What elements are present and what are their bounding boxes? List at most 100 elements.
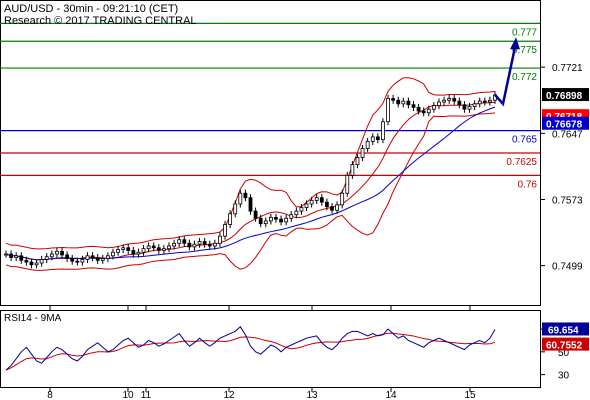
candle-body xyxy=(330,206,334,211)
candle-body xyxy=(258,217,263,225)
rsi-value-label: 69.654 xyxy=(548,325,579,336)
time-tick-label: 10 xyxy=(122,390,134,400)
candle-body xyxy=(299,207,304,212)
candle-body xyxy=(24,259,29,263)
price-tick-label: 0.7499 xyxy=(552,262,583,273)
candle-body xyxy=(121,247,126,250)
rsi-series xyxy=(5,326,496,371)
price-tick-label: 0.7573 xyxy=(552,195,583,206)
candle-body xyxy=(100,258,105,261)
time-tick-label: 12 xyxy=(223,390,235,400)
candle-body xyxy=(60,250,64,256)
forecast-path xyxy=(494,46,517,107)
candlesticks xyxy=(4,91,497,269)
lower-band xyxy=(5,112,496,271)
candle-body xyxy=(90,255,95,259)
candle-body xyxy=(44,256,49,260)
candle-body xyxy=(29,261,34,266)
candle-body xyxy=(304,203,309,208)
upper-band xyxy=(5,77,496,250)
candle-body xyxy=(401,100,406,105)
candle-body xyxy=(284,217,289,223)
rsi-value-box xyxy=(542,322,589,336)
level-label: 0.777 xyxy=(512,27,537,38)
candle-body xyxy=(447,98,452,101)
price-marker-label: 0.76898 xyxy=(546,91,583,102)
rsi-ma-value-box xyxy=(542,337,589,351)
candle-body xyxy=(162,248,166,251)
candle-body xyxy=(345,174,350,194)
candle-body xyxy=(442,99,446,103)
candle-body xyxy=(462,104,467,110)
forecast-arrow xyxy=(494,37,520,107)
candle-body xyxy=(182,239,187,244)
candle-body xyxy=(9,253,13,259)
rsi-line xyxy=(5,326,496,371)
candle-body xyxy=(49,253,54,258)
candle-body xyxy=(39,258,44,264)
candle-body xyxy=(350,164,355,176)
rsi-moving-average xyxy=(5,332,496,371)
time-tick-label: 11 xyxy=(141,390,152,400)
time-tick-label: 14 xyxy=(385,390,397,400)
candle-body xyxy=(75,260,80,263)
copyright-line: Research © 2017 TRADING CENTRAL xyxy=(4,15,197,27)
candle-body xyxy=(482,100,487,103)
candle-body xyxy=(192,243,197,248)
candle-body xyxy=(136,251,141,255)
candle-body xyxy=(95,257,100,261)
level-label: 0.7625 xyxy=(506,157,537,168)
rsi-tick-label: 50 xyxy=(558,348,570,359)
candle-body xyxy=(488,99,492,103)
candle-body xyxy=(218,235,222,244)
candle-body xyxy=(19,255,24,261)
candle-body xyxy=(212,242,217,247)
time-tick-label: 15 xyxy=(464,390,476,400)
candle-body xyxy=(268,216,273,222)
price-marker-box xyxy=(542,88,589,102)
candle-body xyxy=(416,107,421,112)
level-label: 0.775 xyxy=(512,45,537,56)
candle-body xyxy=(85,255,90,260)
candle-body xyxy=(381,121,385,140)
candle-body xyxy=(177,239,182,244)
time-axis: 8 10 11 12 13 14 15 xyxy=(47,305,476,400)
candle-body xyxy=(156,247,161,251)
candle-body xyxy=(202,241,207,245)
candle-body xyxy=(243,192,248,199)
candle-body xyxy=(431,105,436,110)
candle-body xyxy=(365,140,370,149)
candle-body xyxy=(223,224,227,237)
candle-body xyxy=(279,218,283,223)
candle-body xyxy=(105,255,110,259)
candle-body xyxy=(426,108,431,114)
price-levels: 0.777 0.775 0.772 0.765 0.7625 0.76 xyxy=(0,22,540,190)
candle-body xyxy=(294,210,299,216)
candle-body xyxy=(319,197,324,203)
candle-body xyxy=(141,248,146,253)
candle-body xyxy=(233,203,238,215)
candle-body xyxy=(70,258,75,262)
candle-body xyxy=(263,220,268,225)
candle-body xyxy=(65,254,70,259)
candle-body xyxy=(309,199,314,205)
candle-body xyxy=(375,136,380,140)
rsi-panel-frame xyxy=(0,310,541,388)
candle-body xyxy=(457,100,462,106)
candle-body xyxy=(172,242,176,247)
candle-body xyxy=(197,241,202,245)
level-label: 0.76 xyxy=(518,179,538,190)
candle-body xyxy=(151,245,156,249)
candle-body xyxy=(131,250,136,255)
candle-body xyxy=(34,262,39,266)
candle-body xyxy=(314,197,319,201)
candle-body xyxy=(421,110,426,114)
candle-body xyxy=(325,201,329,208)
candle-body xyxy=(360,148,365,158)
candle-body xyxy=(126,247,131,251)
candle-body xyxy=(386,98,390,123)
level-label: 0.772 xyxy=(512,72,537,83)
